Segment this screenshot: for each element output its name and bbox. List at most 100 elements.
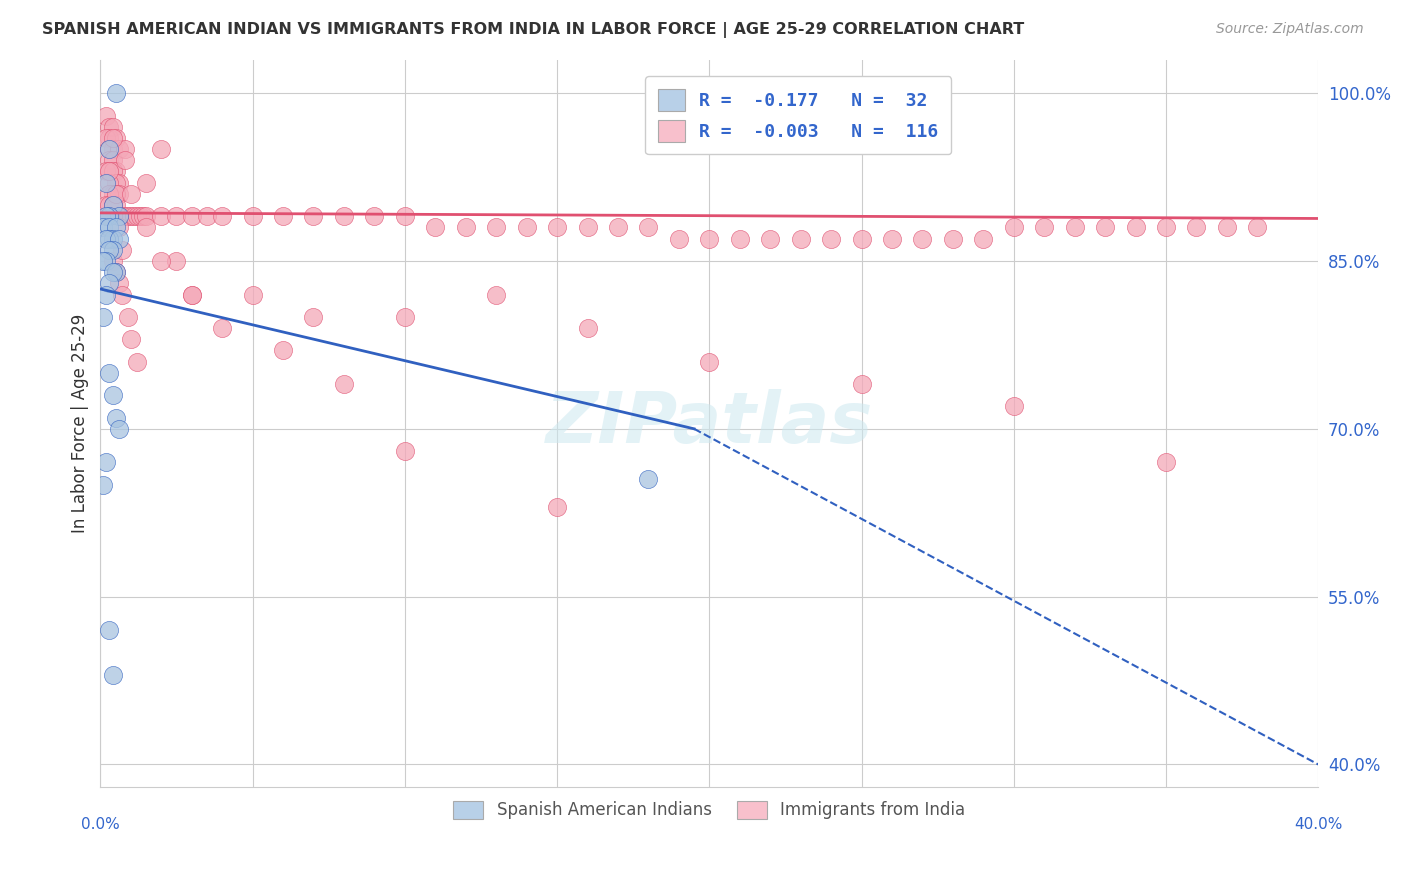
Point — [637, 220, 659, 235]
Point — [93, 477, 115, 491]
Point — [101, 198, 124, 212]
Point — [333, 377, 356, 392]
Point — [942, 232, 965, 246]
Point — [98, 366, 121, 380]
Point — [129, 209, 152, 223]
Point — [96, 455, 118, 469]
Point — [302, 209, 325, 223]
Point — [759, 232, 782, 246]
Point — [93, 220, 115, 235]
Point — [211, 321, 233, 335]
Point — [98, 176, 121, 190]
Point — [96, 109, 118, 123]
Point — [546, 500, 568, 515]
Point — [104, 198, 127, 212]
Point — [111, 287, 134, 301]
Point — [96, 254, 118, 268]
Point — [880, 232, 903, 246]
Point — [98, 164, 121, 178]
Point — [546, 220, 568, 235]
Point — [180, 287, 202, 301]
Point — [104, 265, 127, 279]
Point — [697, 354, 720, 368]
Point — [1246, 220, 1268, 235]
Point — [122, 209, 145, 223]
Text: 0.0%: 0.0% — [82, 817, 120, 832]
Legend: Spanish American Indians, Immigrants from India: Spanish American Indians, Immigrants fro… — [443, 790, 976, 830]
Point — [576, 321, 599, 335]
Point — [150, 209, 173, 223]
Point — [107, 232, 129, 246]
Point — [104, 164, 127, 178]
Point — [104, 131, 127, 145]
Point — [851, 377, 873, 392]
Point — [851, 232, 873, 246]
Point — [101, 265, 124, 279]
Point — [271, 343, 294, 358]
Point — [1002, 220, 1025, 235]
Point — [104, 186, 127, 201]
Point — [96, 209, 118, 223]
Point — [98, 153, 121, 168]
Point — [98, 277, 121, 291]
Point — [107, 277, 129, 291]
Point — [425, 220, 447, 235]
Point — [114, 142, 136, 156]
Point — [516, 220, 538, 235]
Point — [101, 198, 124, 212]
Point — [98, 120, 121, 134]
Point — [125, 209, 148, 223]
Point — [98, 142, 121, 156]
Point — [302, 310, 325, 324]
Point — [98, 220, 121, 235]
Text: 40.0%: 40.0% — [1294, 817, 1343, 832]
Point — [104, 220, 127, 235]
Point — [211, 209, 233, 223]
Point — [394, 209, 416, 223]
Point — [107, 142, 129, 156]
Point — [101, 243, 124, 257]
Point — [911, 232, 934, 246]
Point — [820, 232, 842, 246]
Point — [101, 142, 124, 156]
Point — [242, 287, 264, 301]
Point — [96, 198, 118, 212]
Point — [333, 209, 356, 223]
Point — [107, 422, 129, 436]
Point — [101, 388, 124, 402]
Point — [1002, 400, 1025, 414]
Point — [101, 186, 124, 201]
Point — [972, 232, 994, 246]
Point — [132, 209, 155, 223]
Point — [104, 86, 127, 100]
Point — [114, 209, 136, 223]
Point — [242, 209, 264, 223]
Point — [607, 220, 630, 235]
Point — [485, 220, 508, 235]
Point — [114, 153, 136, 168]
Text: ZIPatlas: ZIPatlas — [546, 389, 873, 458]
Point — [166, 254, 188, 268]
Point — [180, 287, 202, 301]
Point — [485, 287, 508, 301]
Point — [93, 310, 115, 324]
Point — [637, 472, 659, 486]
Point — [195, 209, 218, 223]
Point — [135, 176, 157, 190]
Point — [166, 209, 188, 223]
Point — [107, 209, 129, 223]
Point — [271, 209, 294, 223]
Text: Source: ZipAtlas.com: Source: ZipAtlas.com — [1216, 22, 1364, 37]
Point — [98, 186, 121, 201]
Point — [98, 243, 121, 257]
Point — [668, 232, 690, 246]
Point — [135, 220, 157, 235]
Point — [104, 410, 127, 425]
Point — [789, 232, 811, 246]
Point — [98, 198, 121, 212]
Point — [454, 220, 477, 235]
Point — [135, 209, 157, 223]
Point — [104, 176, 127, 190]
Point — [363, 209, 385, 223]
Point — [98, 209, 121, 223]
